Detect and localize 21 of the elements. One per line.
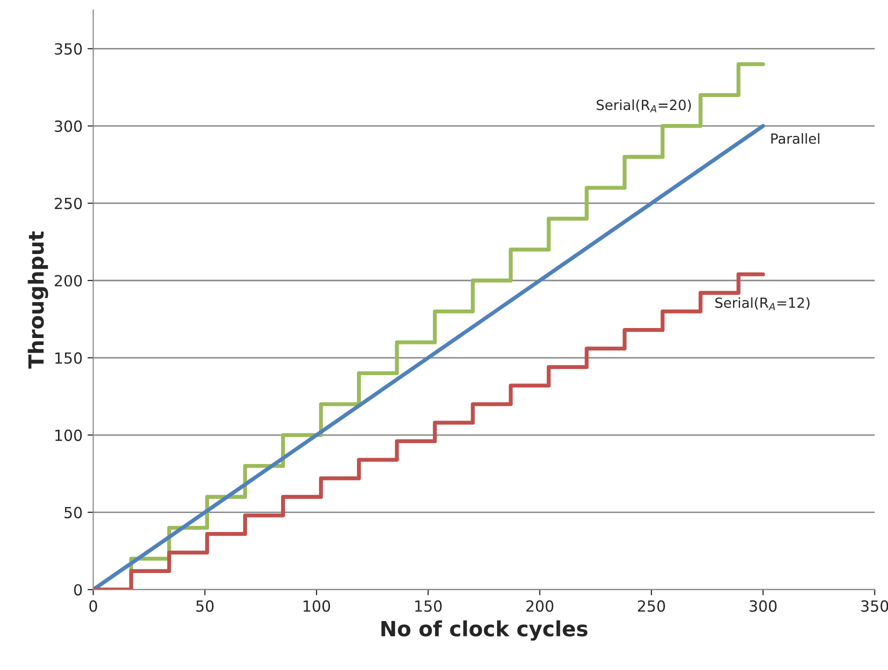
x-tick-label: 0	[89, 600, 98, 612]
y-tick-label: 350	[54, 43, 82, 55]
y-tick-label: 50	[64, 506, 82, 518]
y-tick-label: 250	[54, 198, 82, 210]
x-tick-label: 350	[861, 600, 888, 612]
x-tick-label: 300	[750, 600, 777, 612]
x-tick-label: 250	[638, 600, 665, 612]
x-axis-title: No of clock cycles	[381, 620, 588, 641]
x-tick-label: 50	[196, 600, 214, 612]
x-tick-label: 150	[415, 600, 442, 612]
y-axis-title: Throughput	[28, 231, 48, 369]
series-label: Serial(R$_{A}$=20)	[596, 99, 691, 112]
y-tick-label: 100	[55, 430, 82, 442]
y-tick-label: 150	[55, 352, 82, 364]
series-label: Parallel	[771, 133, 820, 144]
x-tick-label: 200	[526, 600, 554, 612]
series-label: Serial(R$_{A}$=12)	[715, 297, 810, 310]
y-tick-label: 0	[74, 584, 82, 596]
y-tick-label: 200	[54, 274, 82, 287]
x-tick-label: 100	[304, 600, 330, 612]
y-tick-label: 300	[54, 120, 82, 132]
